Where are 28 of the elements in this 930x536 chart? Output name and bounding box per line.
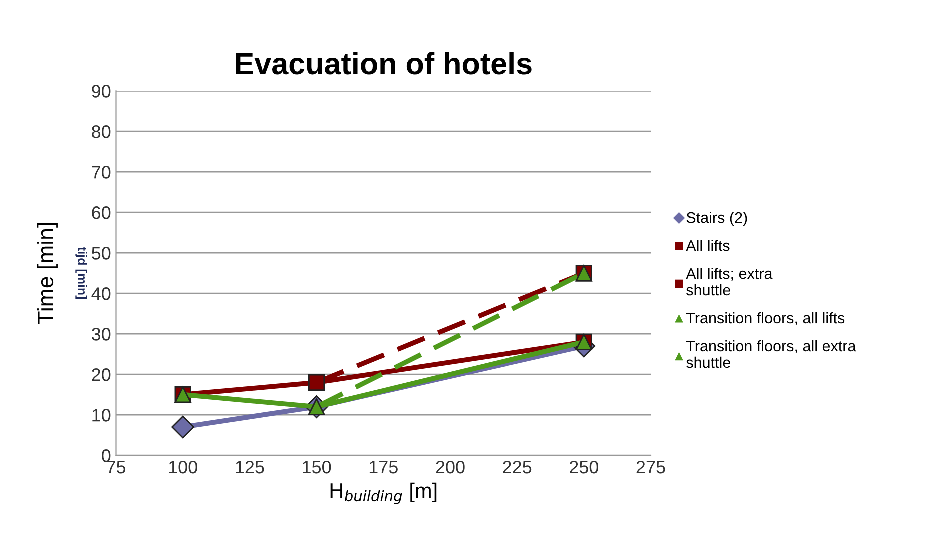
y-tick-label: 50 [92,247,111,260]
x-tick-label: 175 [370,461,398,474]
legend-label: All lifts [686,240,730,252]
x-tick-label: 225 [503,460,532,474]
chart-title: Evacuation of hotels [236,52,532,75]
x-tick-label: 275 [636,460,666,474]
x-axis-title: H$_{building}$ [m] [330,482,437,504]
x-tick-label: 250 [570,460,599,474]
y-tick-label: 30 [92,328,111,341]
legend-label: Transition floors, all extra shuttle [686,340,856,368]
legend-label: Stairs (2) [686,212,748,226]
y-tick-label: 40 [92,288,111,300]
y-tick-label: 90 [92,85,111,98]
x-tick-label: 100 [169,460,198,474]
legend-label: Transition floors, all lifts [686,312,845,326]
y-tick-label: 10 [92,409,111,422]
y-tick-label: 60 [92,206,111,220]
y-tick-label: 80 [92,126,111,138]
x-tick-label: 75 [107,461,126,474]
x-tick-label: 150 [303,460,332,474]
y-tick-label: 0 [102,450,111,462]
legend-label: All lifts; extra shuttle [686,268,773,296]
y-tick-label: 70 [92,166,111,179]
x-tick-label: 200 [436,460,465,474]
y-axis-title: Time [min] [37,224,58,324]
text: tijd [min] [76,247,88,300]
x-tick-label: 125 [236,460,264,474]
y-tick-label: 20 [92,368,111,382]
